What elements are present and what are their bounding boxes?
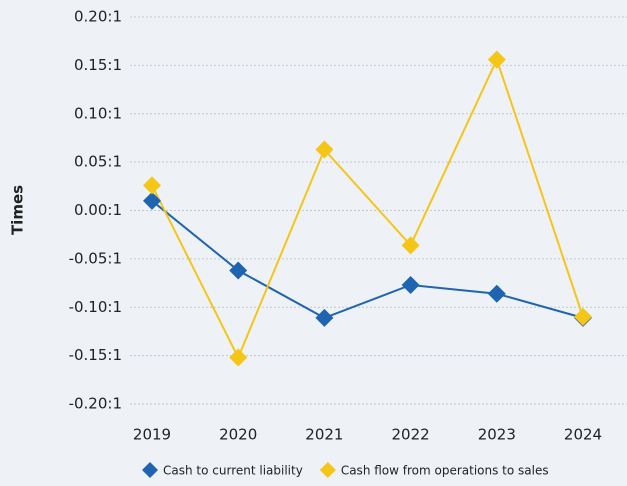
marker [143, 176, 161, 195]
marker [487, 50, 506, 69]
marker [229, 261, 248, 280]
y-tick-label: -0.15:1 [69, 346, 122, 364]
legend-marker [142, 462, 158, 478]
y-tick-label: -0.20:1 [69, 395, 122, 413]
series-line [151, 200, 584, 319]
marker [315, 140, 334, 159]
marker [315, 308, 334, 327]
marker [143, 191, 161, 210]
legend-marker [319, 462, 336, 478]
x-tick-label: 2023 [478, 426, 516, 444]
marker [487, 284, 506, 303]
x-tick-label: 2021 [305, 426, 343, 444]
x-tick-label: 2020 [219, 426, 257, 444]
y-tick-label: 0.15:1 [74, 56, 122, 74]
marker [401, 236, 420, 255]
x-tick-label: 2024 [564, 426, 602, 444]
y-tick-label: -0.05:1 [69, 249, 122, 267]
y-tick-label: -0.10:1 [69, 298, 122, 316]
y-axis-title: Times [9, 185, 27, 235]
legend-text: Cash flow from operations to sales [341, 464, 549, 478]
marker [229, 348, 248, 367]
x-tick-label: 2019 [133, 426, 171, 444]
series-line [151, 56, 584, 360]
y-tick-label: 0.00:1 [74, 201, 122, 219]
y-tick-label: 0.10:1 [74, 104, 122, 122]
legend-text: Cash to current liability [163, 464, 303, 478]
marker [401, 275, 420, 294]
marker [574, 307, 592, 326]
x-tick-label: 2022 [392, 426, 430, 444]
y-tick-label: 0.20:1 [74, 8, 122, 26]
y-tick-label: 0.05:1 [74, 153, 122, 171]
